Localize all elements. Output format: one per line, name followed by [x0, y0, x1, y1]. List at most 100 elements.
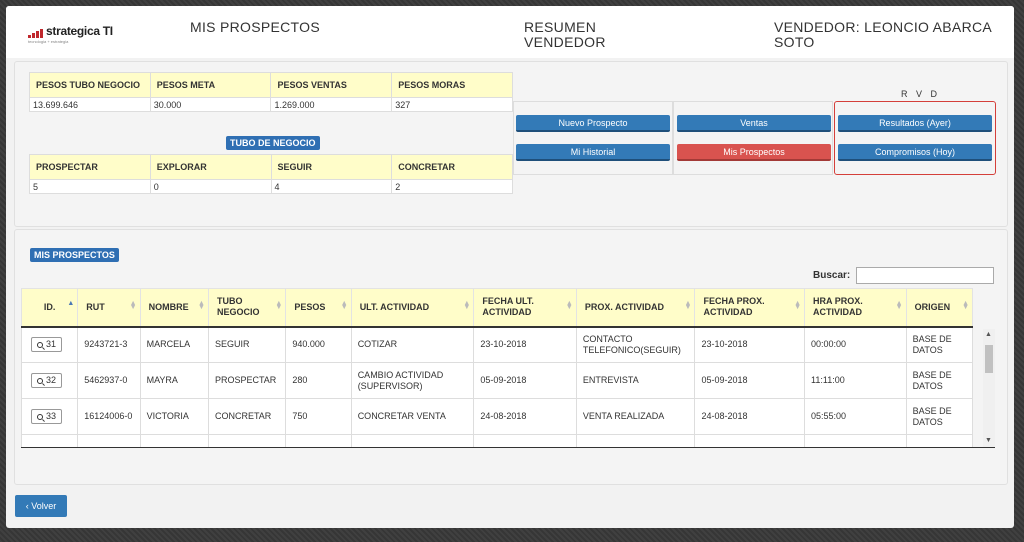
- column-header-fecha-prox[interactable]: FECHA PROX. ACTIVIDAD ▲ ▼: [694, 288, 806, 328]
- table-header-row: ID. ▲ RUT ▲ ▼ NOMBRE ▲ ▼ TUBO NEGOCIO ▲ ▼ PESOS…: [21, 288, 974, 328]
- sort-icon: ▲ ▼: [340, 300, 348, 311]
- resumen-line-1: RESUMEN: [524, 19, 597, 35]
- cell-origen: BASE DE DATOS: [905, 398, 974, 435]
- cell-id: [21, 434, 79, 447]
- resultados-ayer-button[interactable]: Resultados (Ayer): [838, 115, 992, 132]
- tubo-header: CONCRETAR: [391, 154, 513, 180]
- pesos-value: 30.000: [149, 97, 272, 112]
- nuevo-prospecto-button[interactable]: Nuevo Prospecto: [516, 115, 670, 132]
- column-label: PROX. ACTIVIDAD: [584, 301, 665, 312]
- column-label: ORIGEN: [914, 301, 951, 312]
- sort-icon: ▲ ▼: [129, 300, 137, 311]
- column-label: RUT: [86, 301, 105, 312]
- scrollbar-thumb[interactable]: [985, 345, 993, 373]
- cell-pesos: 750: [285, 398, 352, 435]
- cell-hora: [804, 434, 907, 447]
- cell-fecha-prox: [694, 434, 806, 447]
- cell-tubo: [207, 434, 287, 447]
- vendedor-line-2: SOTO: [774, 34, 815, 50]
- ventas-button[interactable]: Ventas: [677, 115, 831, 132]
- mi-historial-button[interactable]: Mi Historial: [516, 144, 670, 161]
- cell-hora: 11:11:00: [804, 362, 907, 399]
- scroll-up-icon[interactable]: ▲: [985, 331, 992, 338]
- column-header-ult-actividad[interactable]: ULT. ACTIVIDAD ▲ ▼: [350, 288, 475, 328]
- logo-subtitle: tecnologia + estrategia: [28, 39, 69, 44]
- sort-icon: ▲ ▼: [565, 300, 573, 311]
- cell-ult-actividad: COTIZAR: [350, 326, 475, 363]
- view-prospecto-button[interactable]: 31: [31, 337, 63, 353]
- view-prospecto-button[interactable]: 32: [31, 373, 63, 388]
- search-label: Buscar:: [813, 270, 851, 281]
- column-header-hora-prox[interactable]: HRA PROX. ACTIVIDAD ▲ ▼: [804, 288, 907, 328]
- column-header-rut[interactable]: RUT ▲ ▼: [77, 288, 141, 328]
- cell-ult-actividad: CAMBIO ACTIVIDAD (SUPERVISOR): [350, 362, 475, 399]
- pesos-header: PESOS TUBO NEGOCIO: [29, 72, 151, 98]
- cell-rut: 9243721-3: [77, 326, 141, 363]
- tubo-value: 5: [29, 179, 151, 194]
- cell-origen: BASE DE DATOS: [905, 362, 974, 399]
- sort-icon: ▲ ▼: [794, 300, 802, 311]
- column-label: PESOS: [294, 301, 326, 312]
- resumen-title: RESUMEN VENDEDOR: [524, 20, 606, 50]
- rvd-label: R V D: [901, 89, 941, 99]
- scroll-down-icon[interactable]: ▼: [985, 437, 992, 444]
- cell-rut: 16124006-0: [77, 398, 141, 435]
- table-scrollbar[interactable]: ▲ ▼: [983, 329, 995, 447]
- tubo-table: PROSPECTAR EXPLORAR SEGUIR CONCRETAR 5 0…: [29, 154, 513, 194]
- column-label: ULT. ACTIVIDAD: [359, 301, 430, 312]
- table-row: 33 16124006-0 VICTORIA CONCRETAR 750 CON…: [21, 398, 974, 435]
- ventas-actions-group: [673, 101, 833, 175]
- back-button[interactable]: ‹ Volver: [15, 495, 67, 517]
- logo-bars-icon: [28, 29, 43, 38]
- search-icon: [37, 341, 43, 348]
- cell-pesos: 940.000: [285, 326, 352, 363]
- column-label: NOMBRE: [148, 301, 189, 312]
- compromisos-hoy-button[interactable]: Compromisos (Hoy): [838, 144, 992, 161]
- id-value: 33: [46, 411, 57, 421]
- cell-ult-actividad: CONCRETAR VENTA: [350, 398, 475, 435]
- page-title: MIS PROSPECTOS: [190, 19, 320, 35]
- sort-icon: ▲ ▼: [463, 300, 471, 311]
- sort-icon: ▲ ▼: [198, 300, 205, 311]
- tubo-negocio-badge: TUBO DE NEGOCIO: [226, 136, 320, 150]
- cell-rut: [77, 434, 141, 447]
- column-header-prox-actividad[interactable]: PROX. ACTIVIDAD ▲ ▼: [575, 288, 696, 328]
- pesos-header: PESOS META: [149, 72, 272, 98]
- column-header-id[interactable]: ID. ▲: [21, 288, 79, 328]
- column-label: FECHA PROX. ACTIVIDAD: [703, 296, 765, 318]
- sort-icon: ▲ ▼: [895, 300, 903, 311]
- column-header-pesos[interactable]: PESOS ▲ ▼: [285, 288, 352, 328]
- column-header-fecha-ult[interactable]: FECHA ULT. ACTIVIDAD ▲ ▼: [473, 288, 577, 328]
- pesos-table: PESOS TUBO NEGOCIO PESOS META PESOS VENT…: [29, 72, 513, 112]
- id-value: 32: [46, 375, 57, 385]
- cell-hora: 00:00:00: [804, 326, 907, 363]
- mis-prospectos-button[interactable]: Mis Prospectos: [677, 144, 831, 161]
- column-label: TUBO NEGOCIO: [216, 296, 260, 318]
- column-label: HRA PROX. ACTIVIDAD: [813, 296, 863, 318]
- cell-fecha-prox: 05-09-2018: [694, 362, 806, 399]
- column-header-nombre[interactable]: NOMBRE ▲ ▼: [139, 288, 209, 328]
- search-input[interactable]: [856, 267, 994, 284]
- header: strategica TI tecnologia + estrategia MI…: [6, 6, 1014, 58]
- cell-tubo: CONCRETAR: [207, 398, 287, 435]
- column-label: ID.: [43, 301, 56, 312]
- cell-fecha-ult: 23-10-2018: [473, 326, 577, 363]
- cell-prox-actividad: CONTACTO TELEFONICO(SEGUIR): [575, 326, 696, 363]
- tubo-value: 2: [391, 179, 513, 194]
- rvd-group: [834, 101, 996, 175]
- pesos-header: PESOS MORAS: [391, 72, 513, 98]
- column-header-origen[interactable]: ORIGEN ▲ ▼: [905, 288, 974, 328]
- back-button-label: Volver: [31, 501, 57, 511]
- cell-fecha-prox: 23-10-2018: [694, 326, 806, 363]
- cell-origen: BASE DE DATOS: [905, 326, 974, 363]
- column-header-tubo[interactable]: TUBO NEGOCIO ▲ ▼: [207, 288, 287, 328]
- cell-tubo: PROSPECTAR: [207, 362, 287, 399]
- view-prospecto-button[interactable]: 33: [31, 409, 63, 424]
- cell-pesos: [285, 434, 352, 447]
- tubo-header: EXPLORAR: [149, 154, 272, 180]
- tubo-value: 4: [270, 179, 393, 194]
- cell-rut: 5462937-0: [77, 362, 141, 399]
- table-row: 31 9243721-3 MARCELA SEGUIR 940.000 COTI…: [21, 326, 974, 363]
- table-row: 32 5462937-0 MAYRA PROSPECTAR 280 CAMBIO…: [21, 362, 974, 399]
- cell-fecha-ult: 24-08-2018: [473, 398, 577, 435]
